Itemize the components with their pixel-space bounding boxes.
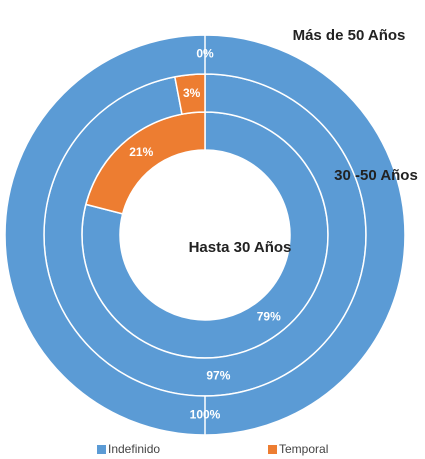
legend-swatch bbox=[268, 445, 277, 454]
segment-label: 3% bbox=[183, 86, 201, 100]
segment-label: 100% bbox=[190, 408, 221, 422]
legend-label: Temporal bbox=[279, 442, 328, 456]
segment-label: 0% bbox=[196, 47, 214, 61]
legend-label: Indefinido bbox=[108, 442, 160, 456]
ring-label: 30 -50 Años bbox=[334, 167, 418, 184]
ring-label: Más de 50 Años bbox=[293, 27, 406, 44]
segment-label: 79% bbox=[257, 309, 281, 323]
segment-label: 97% bbox=[206, 369, 230, 383]
donut-segment bbox=[4, 34, 406, 436]
segment-label: 21% bbox=[129, 145, 153, 159]
legend-swatch bbox=[97, 445, 106, 454]
ring-label: Hasta 30 Años bbox=[189, 239, 292, 256]
